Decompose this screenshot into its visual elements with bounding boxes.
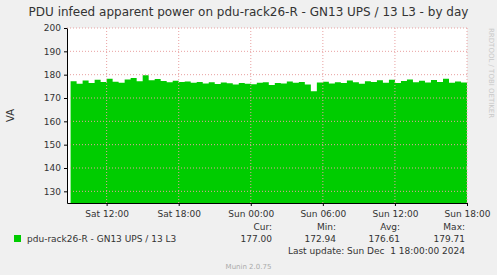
tick-mark <box>467 203 468 206</box>
tick: 130 <box>44 187 67 197</box>
tick-label: Sun 00:00 <box>228 209 274 219</box>
grid-line <box>250 28 251 203</box>
axis-line <box>68 203 468 204</box>
plot-background <box>67 28 467 203</box>
title: PDU infeed apparent power on pdu-rack26-… <box>29 5 469 19</box>
tick-mark <box>323 203 324 206</box>
grid-line <box>106 28 107 203</box>
tick-label: Sun 18:00 <box>445 209 491 219</box>
tick: 140 <box>44 163 67 173</box>
tick: 200 <box>44 23 67 33</box>
legend-swatch <box>14 235 21 242</box>
area <box>71 75 467 203</box>
grid-line <box>67 168 467 169</box>
tick-label: Sun 06:00 <box>300 209 346 219</box>
chart: PDU infeed apparent power on pdu-rack26-… <box>0 0 497 275</box>
tick: 150 <box>44 140 67 150</box>
grid-line <box>67 51 467 52</box>
stat-header: Cur: <box>253 222 272 232</box>
y-axis: 130 140 150 160 170 180 190 200 <box>44 23 68 203</box>
tick-mark <box>179 203 180 206</box>
tick: Sun 06:00 <box>300 203 346 219</box>
stat-value: 177.00 <box>241 234 273 244</box>
tick-mark <box>64 168 67 169</box>
tick: Sat 12:00 <box>85 203 129 219</box>
tick-label: 130 <box>44 187 61 197</box>
grid-line <box>67 144 467 145</box>
tick: Sat 18:00 <box>157 203 201 219</box>
tick-label: 140 <box>44 163 61 173</box>
grid-line <box>67 121 467 122</box>
tick-mark <box>64 28 67 29</box>
tick-label: 200 <box>44 23 61 33</box>
tick-mark <box>64 98 67 99</box>
footer: Munin 2.0.75 <box>226 263 272 271</box>
last-update: Last update: Sun Dec 1 18:00:00 2024 <box>288 246 465 256</box>
tick-mark <box>107 203 108 206</box>
grid-line <box>322 28 323 203</box>
legend: pdu-rack26-R - GN13 UPS / 13 L3 Cur: 177.0… <box>14 222 465 244</box>
background <box>0 0 497 275</box>
x-axis: Sat 12:00 Sat 18:00 Sun 00:00 Sun 06:00 Sun … <box>68 203 491 219</box>
tick-mark <box>64 75 67 76</box>
tick-label: 150 <box>44 140 61 150</box>
grid-line <box>178 28 179 203</box>
stat-value: 176.61 <box>369 234 401 244</box>
tick: 160 <box>44 117 67 127</box>
watermark: RRDTOOL / TOBI OETIKER <box>487 28 495 118</box>
tick-mark <box>64 191 67 192</box>
stat-header: Min: <box>317 222 336 232</box>
tick-label: Sat 12:00 <box>85 209 129 219</box>
tick-label: 160 <box>44 117 61 127</box>
tick-mark <box>64 121 67 122</box>
grid-line <box>467 28 468 203</box>
y-axis-title: VA <box>5 109 16 122</box>
tick-label: 190 <box>44 47 61 57</box>
tick-label: Sun 12:00 <box>372 209 418 219</box>
tick-mark <box>395 203 396 206</box>
stat-value: 172.94 <box>305 234 337 244</box>
tick: 170 <box>44 93 67 103</box>
tick-mark <box>251 203 252 206</box>
tick: Sun 00:00 <box>228 203 274 219</box>
tick: 180 <box>44 70 67 80</box>
grid-line <box>67 74 467 75</box>
tick-label: Sat 18:00 <box>157 209 201 219</box>
tick: Sun 12:00 <box>372 203 418 219</box>
stat-header: Max: <box>443 222 465 232</box>
tick-mark <box>64 145 67 146</box>
grid-line <box>67 98 467 99</box>
stat-header: Avg: <box>380 222 400 232</box>
grid-line <box>67 191 467 192</box>
grid-line <box>67 28 467 29</box>
tick-label: 170 <box>44 93 61 103</box>
legend-label: pdu-rack26-R - GN13 UPS / 13 L3 <box>27 234 176 244</box>
tick-label: 180 <box>44 70 61 80</box>
grid <box>67 28 467 203</box>
tick-mark <box>64 51 67 52</box>
tick: Sun 18:00 <box>445 203 491 219</box>
stat-value: 179.71 <box>434 234 466 244</box>
tick: 190 <box>44 47 67 57</box>
plot-area <box>71 75 467 203</box>
grid-line <box>394 28 395 203</box>
axis-line <box>67 29 68 204</box>
